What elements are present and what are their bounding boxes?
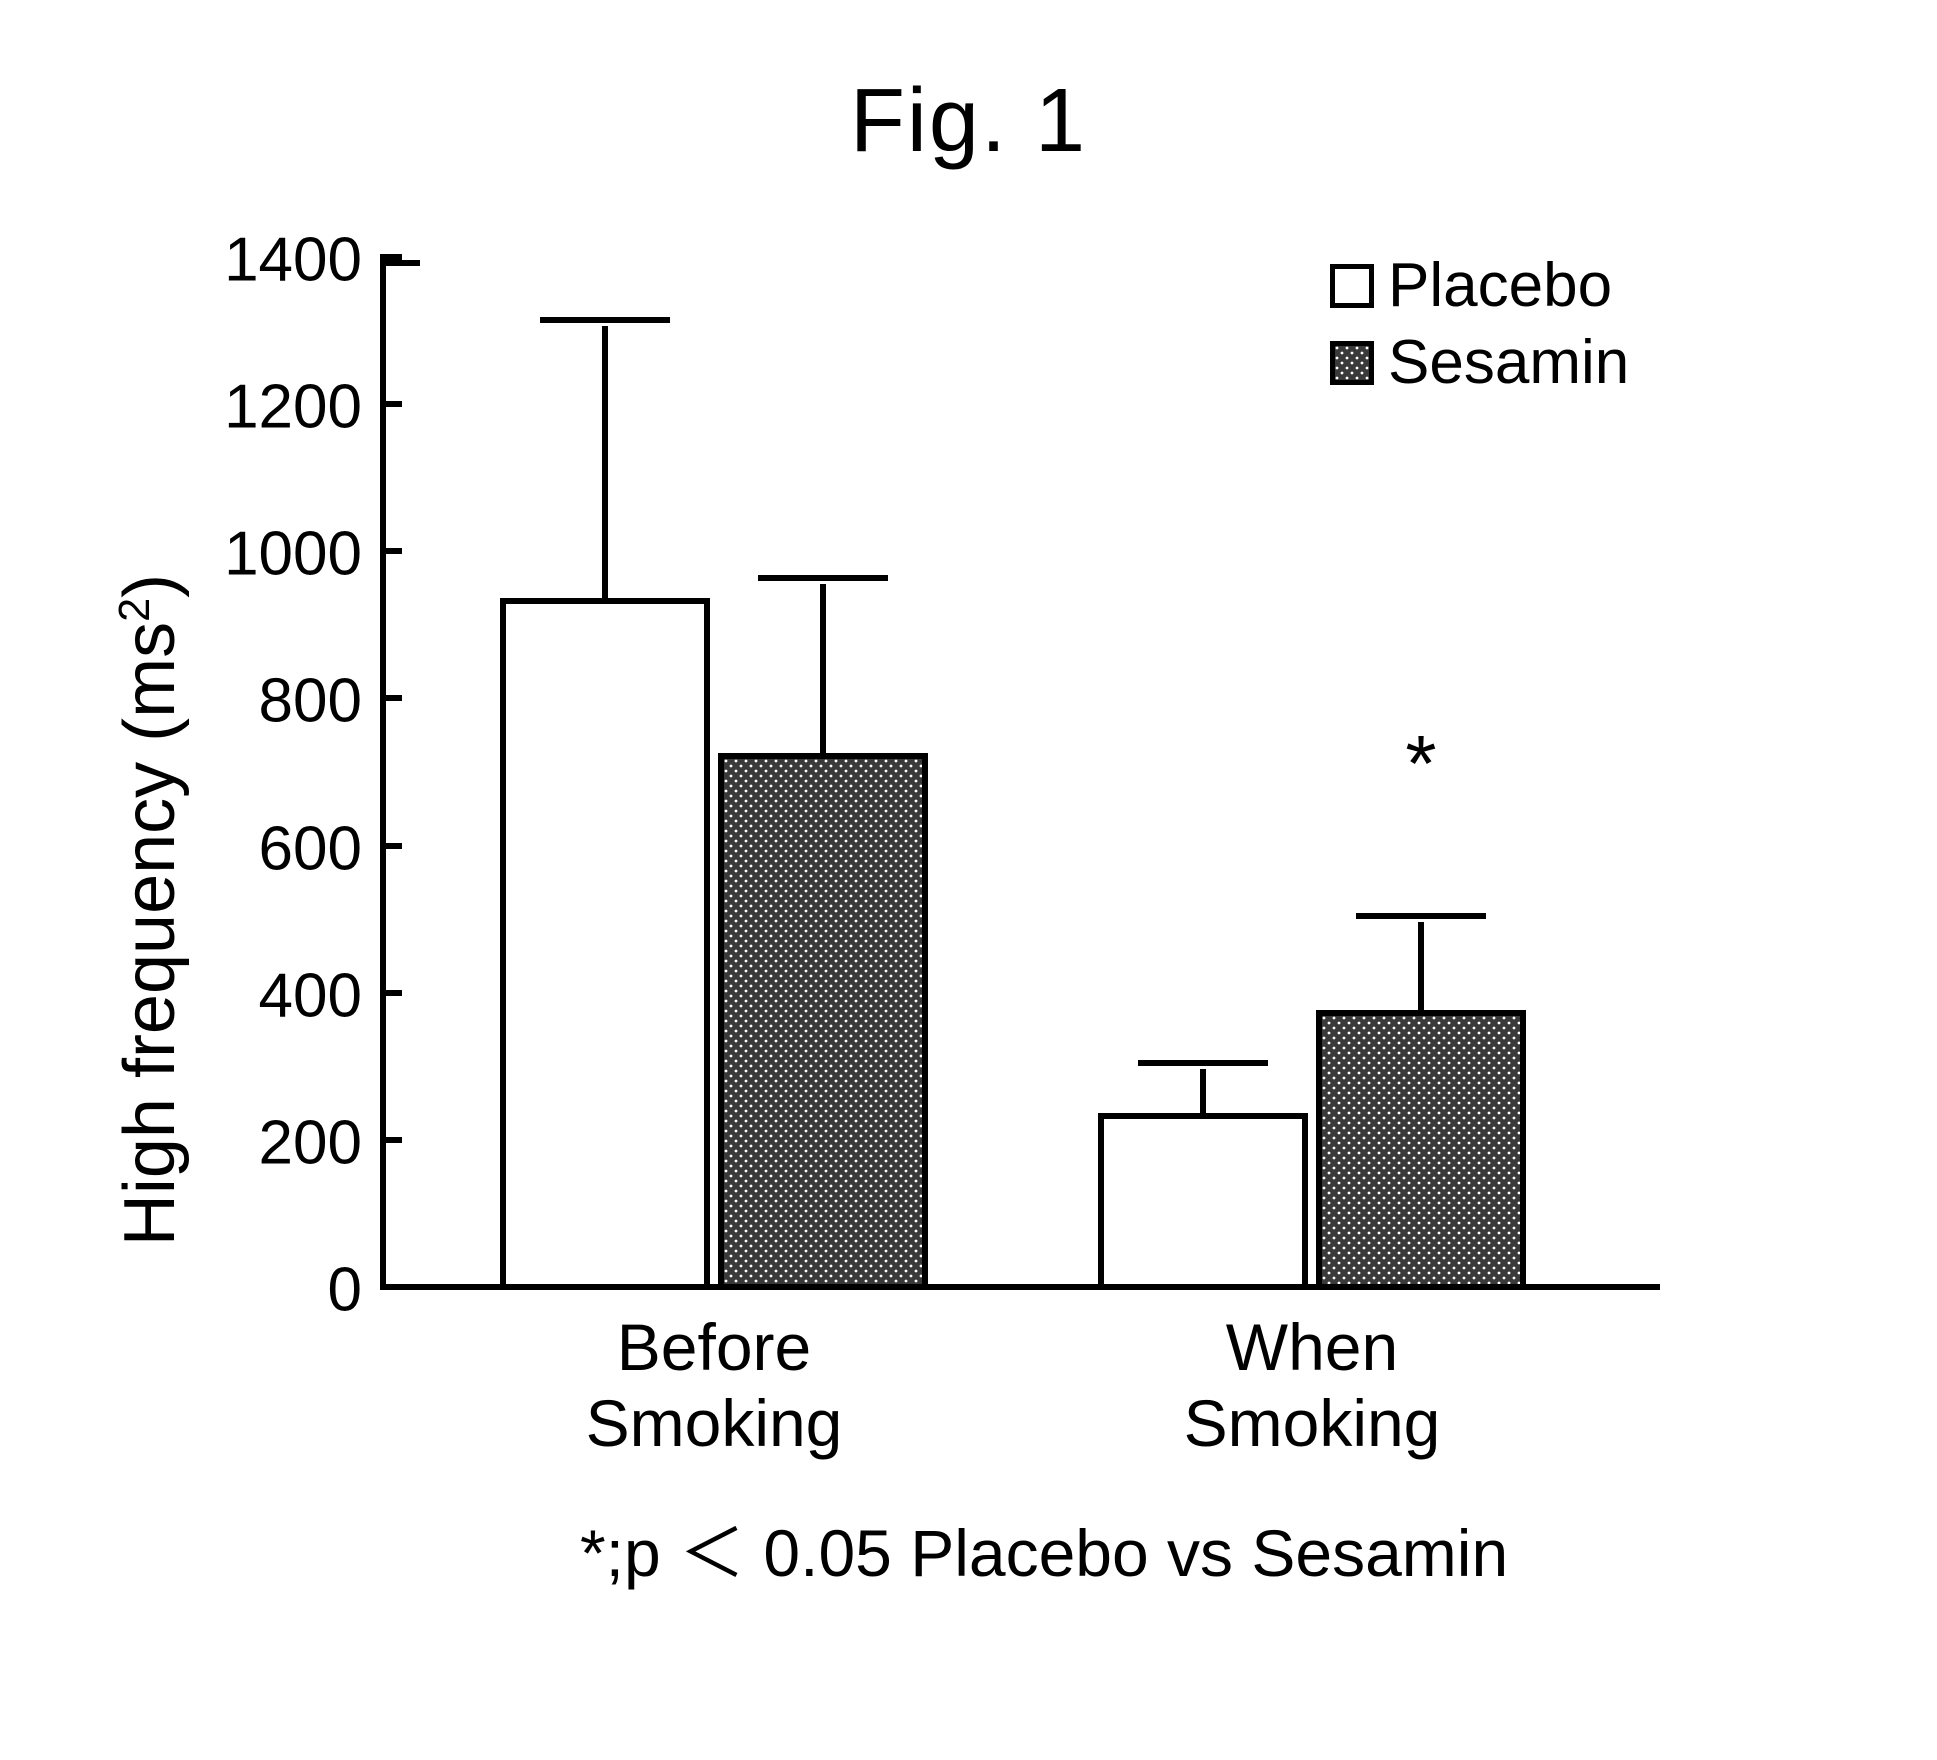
figure-page: Fig. 1 High frequency (ms2) 020040060080… [0, 0, 1937, 1760]
y-tick-mark [380, 695, 402, 701]
bar-sesamin [718, 753, 928, 1290]
plot-area: 0200400600800100012001400Before Smoking*… [380, 260, 1660, 1290]
footnote: *;p ＜ 0.05 Placebo vs Sesamin [580, 1500, 1508, 1596]
y-tick-mark [380, 843, 402, 849]
y-axis-label-prefix: High frequency (ms [110, 622, 190, 1246]
legend-item-placebo: Placebo [1330, 250, 1629, 321]
y-tick-label: 400 [259, 960, 362, 1031]
x-group-label: Before Smoking [586, 1310, 843, 1462]
y-tick-label: 0 [328, 1255, 362, 1326]
legend-swatch-placebo [1330, 264, 1374, 308]
y-tick-label: 600 [259, 813, 362, 884]
y-axis-label: High frequency (ms2) [109, 574, 191, 1246]
y-tick-label: 1000 [224, 519, 362, 590]
error-bar-stem [1418, 922, 1424, 1010]
chart-container: High frequency (ms2) 0200400600800100012… [120, 260, 1820, 1560]
bar-placebo [1098, 1113, 1308, 1290]
legend-item-sesamin: Sesamin [1330, 327, 1629, 398]
y-tick-mark [380, 401, 402, 407]
bar-placebo [500, 598, 710, 1290]
y-tick-mark [380, 548, 402, 554]
legend-label: Placebo [1388, 250, 1612, 321]
y-tick-mark [380, 990, 402, 996]
y-axis-line [380, 260, 386, 1290]
y-tick-mark [380, 1137, 402, 1143]
x-group-label: When Smoking [1184, 1310, 1441, 1462]
error-bar-cap [540, 317, 670, 323]
y-axis-top-tick [380, 260, 420, 266]
significance-marker: * [1405, 718, 1436, 810]
y-tick-label: 200 [259, 1107, 362, 1178]
error-bar-cap [1356, 913, 1486, 919]
error-bar-stem [820, 584, 826, 753]
error-bar-cap [1138, 1060, 1268, 1066]
error-bar-stem [1200, 1069, 1206, 1113]
y-tick-mark [380, 1284, 402, 1290]
y-axis-label-suffix: ) [110, 574, 190, 598]
y-tick-label: 1400 [224, 225, 362, 296]
error-bar-stem [602, 326, 608, 598]
y-tick-label: 800 [259, 666, 362, 737]
bar-sesamin [1316, 1010, 1526, 1290]
legend-swatch-sesamin [1330, 341, 1374, 385]
legend: PlaceboSesamin [1330, 250, 1629, 404]
y-axis-label-sup: 2 [111, 598, 159, 622]
y-tick-mark [380, 254, 402, 260]
legend-label: Sesamin [1388, 327, 1629, 398]
y-tick-label: 1200 [224, 372, 362, 443]
figure-title: Fig. 1 [0, 70, 1937, 173]
error-bar-cap [758, 575, 888, 581]
